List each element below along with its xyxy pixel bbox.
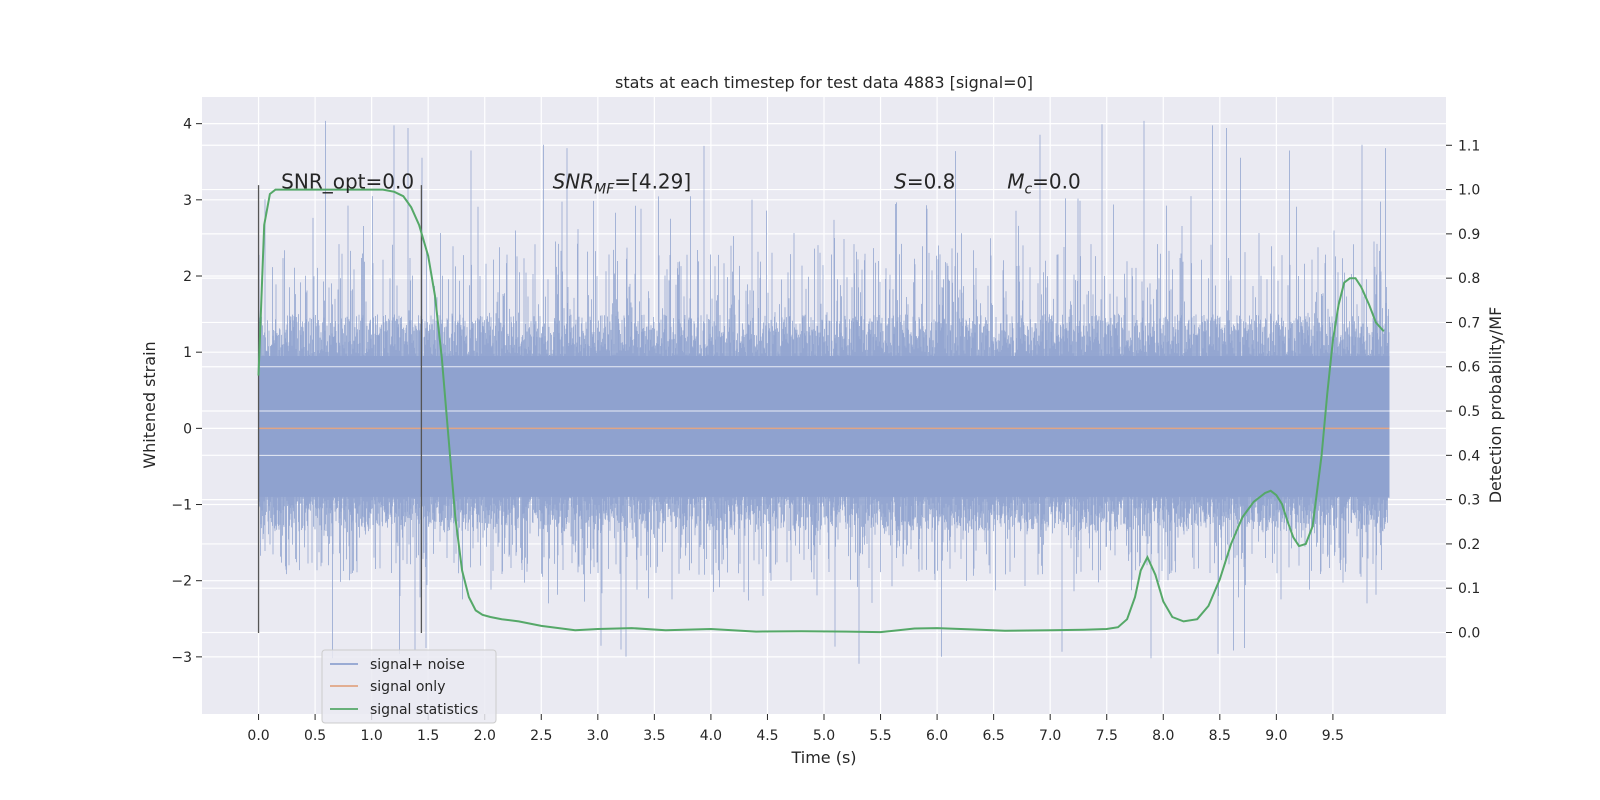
x-tick-label: 2.0 <box>474 728 496 744</box>
y2-tick-label: 0.7 <box>1458 315 1480 331</box>
x-tick-label: 5.5 <box>869 728 891 744</box>
x-tick-label: 8.5 <box>1209 728 1231 744</box>
y-tick-label: 3 <box>183 193 192 209</box>
y2-tick-label: 0.3 <box>1458 493 1480 509</box>
y2-tick-label: 0.5 <box>1458 404 1480 420</box>
x-tick-label: 0.0 <box>247 728 269 744</box>
x-tick-label: 9.5 <box>1322 728 1344 744</box>
x-tick-label: 7.5 <box>1096 728 1118 744</box>
x-tick-label: 4.0 <box>700 728 722 744</box>
annotation-text: Mc=0.0 <box>1007 170 1081 198</box>
x-tick-label: 1.5 <box>417 728 439 744</box>
interval-markers <box>257 185 423 633</box>
x-tick-label: 3.5 <box>643 728 665 744</box>
y-tick-label: 0 <box>183 421 192 437</box>
x-tick-label: 4.5 <box>756 728 778 744</box>
y2-tick-label: 1.0 <box>1458 183 1480 199</box>
x-axis-label: Time (s) <box>790 748 856 767</box>
x-tick-label: 5.0 <box>813 728 835 744</box>
y-axis-label: Whitened strain <box>140 341 159 468</box>
y2-tick-label: 0.4 <box>1458 448 1480 464</box>
y2-tick-label: 1.1 <box>1458 138 1480 154</box>
x-axis-ticks: 0.0 0.5 1.0 1.5 2.0 2.5 3.0 3.5 4.0 4.5 5.0 5.5 6.0 6… <box>247 714 1344 744</box>
x-tick-label: 6.0 <box>926 728 948 744</box>
y-tick-label: −2 <box>171 574 192 590</box>
y-tick-label: −1 <box>171 498 192 514</box>
x-tick-label: 7.0 <box>1039 728 1061 744</box>
series-signal-statistics <box>257 188 1385 634</box>
chart-title: stats at each timestep for test data 488… <box>615 73 1033 92</box>
x-tick-label: 8.0 <box>1152 728 1174 744</box>
legend-box <box>321 649 497 724</box>
y2-tick-label: 0.2 <box>1458 537 1480 553</box>
signal-noise-core <box>258 355 1390 497</box>
y-tick-label: 4 <box>183 117 192 133</box>
x-tick-label: 2.5 <box>530 728 552 744</box>
legend-label-signal-statistics: signal statistics <box>370 702 478 718</box>
y2-tick-label: 0.1 <box>1458 581 1480 597</box>
x-tick-label: 0.5 <box>304 728 326 744</box>
y2-tick-label: 0.8 <box>1458 271 1480 287</box>
y2-axis-label: Detection probability/MF <box>1486 307 1505 504</box>
y2-axis-ticks: 0.0 0.1 0.2 0.3 0.4 0.5 0.6 0.7 0.8 0.9 1.0 1.1 <box>1446 138 1480 642</box>
y-tick-label: 2 <box>183 269 192 285</box>
annotation-text: SNR_opt=0.0 <box>281 170 414 194</box>
x-tick-label: 9.0 <box>1265 728 1287 744</box>
legend-label-signal-only: signal only <box>370 679 445 695</box>
x-tick-label: 1.0 <box>361 728 383 744</box>
annotations: SNR_opt=0.0 SNRMF=[4.29] S=0.8 Mc=0.0 <box>281 170 1081 198</box>
y-tick-label: 1 <box>183 345 192 361</box>
annotation-text: SNRMF=[4.29] <box>553 170 692 198</box>
y2-tick-label: 0.6 <box>1458 360 1480 376</box>
y-tick-label: −3 <box>171 650 192 666</box>
x-tick-label: 3.0 <box>587 728 609 744</box>
x-tick-label: 6.5 <box>983 728 1005 744</box>
legend-label-signal-noise: signal+ noise <box>370 657 465 673</box>
y2-tick-label: 0.9 <box>1458 227 1480 243</box>
annotation-text: S=0.8 <box>894 170 955 194</box>
legend: signal+ noise signal only signal statist… <box>321 649 497 724</box>
y-axis-ticks: −3 −2 −1 0 1 2 3 4 <box>171 117 202 666</box>
y2-tick-label: 0.0 <box>1458 626 1480 642</box>
